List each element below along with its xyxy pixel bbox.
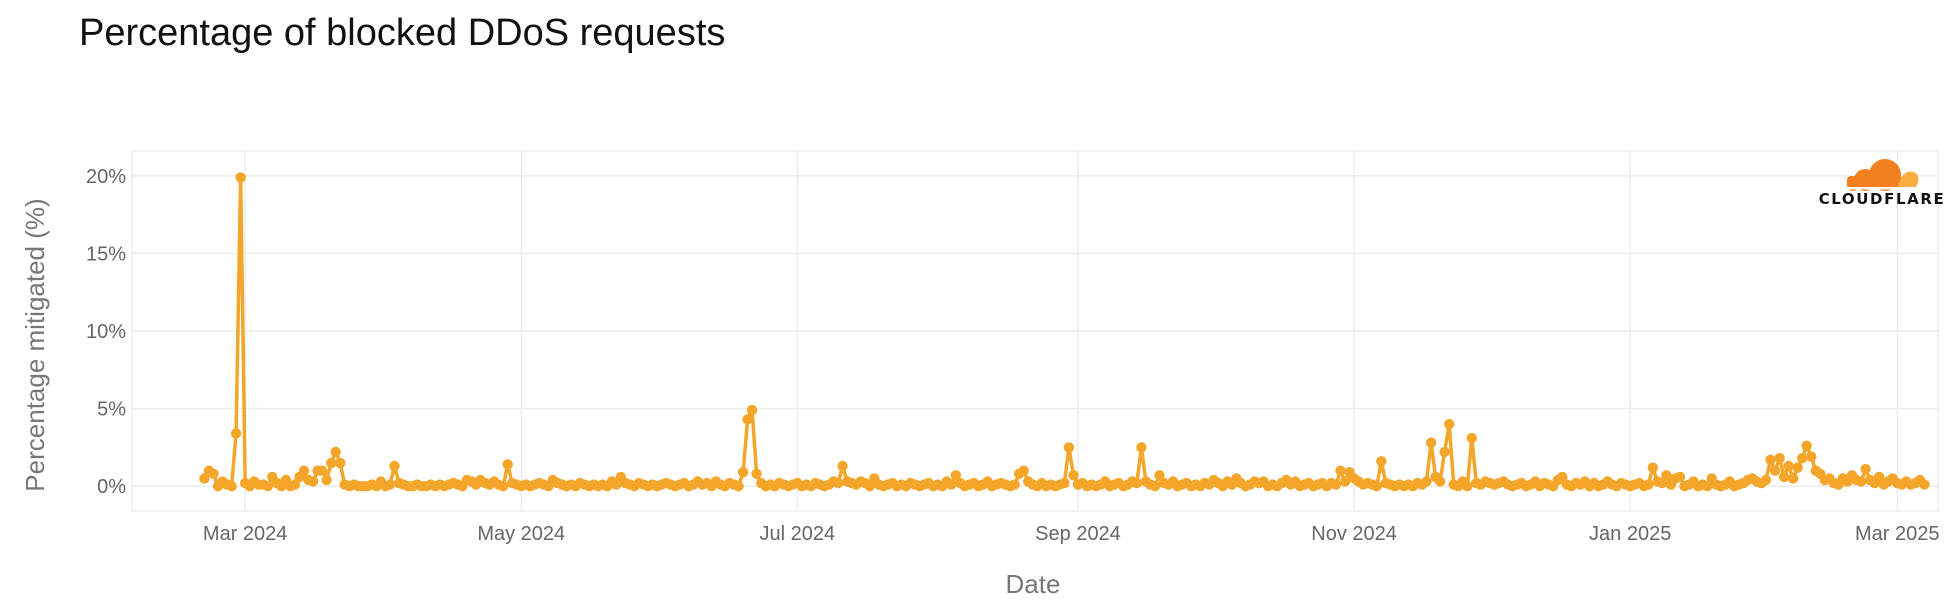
x-axis: Mar 2024 May 2024 Jul 2024 Sep 2024 Nov 2024… [203, 523, 1940, 545]
data-point [1421, 476, 1432, 487]
data-point [1647, 462, 1659, 473]
data-point [1557, 471, 1568, 483]
data-point [321, 474, 332, 486]
data-point [326, 457, 337, 469]
series-points [199, 172, 1930, 492]
data-point [1788, 473, 1799, 484]
data-point [330, 446, 341, 458]
data-point [1778, 471, 1790, 483]
data-point [1009, 479, 1020, 490]
data-point [746, 404, 758, 416]
data-point [1643, 479, 1654, 490]
cloudflare-logo: CLOUDFLARE [1819, 159, 1946, 208]
y-tick-label: 0% [97, 476, 126, 498]
data-point [1462, 481, 1473, 492]
data-point [1783, 460, 1794, 472]
data-point [733, 481, 744, 492]
data-point [230, 428, 242, 439]
data-point [1330, 479, 1342, 490]
data-point [1376, 456, 1387, 467]
data-point [742, 414, 753, 425]
data-point [1760, 474, 1772, 486]
cloudflare-cloud-icon [1842, 159, 1922, 191]
data-point [1874, 471, 1885, 483]
data-point [832, 477, 844, 489]
data-point [950, 470, 961, 481]
x-tick-label: May 2024 [477, 523, 565, 545]
cloudflare-wordmark: CLOUDFLARE [1819, 190, 1946, 208]
data-point [307, 476, 319, 487]
data-point [837, 460, 848, 472]
data-point [864, 481, 875, 492]
data-point [262, 481, 273, 492]
data-point [502, 459, 513, 470]
data-point [235, 172, 246, 183]
data-point [316, 465, 328, 476]
x-tick-label: Jan 2025 [1589, 523, 1671, 545]
data-point [1339, 476, 1351, 487]
y-axis: 0% 5% 10% 15% 20% [86, 166, 126, 498]
data-point [1860, 463, 1871, 475]
x-tick-label: Sep 2024 [1035, 523, 1121, 545]
data-point [389, 460, 400, 472]
grid [132, 151, 1938, 511]
data-point [298, 465, 310, 476]
chart-title: Percentage of blocked DDoS requests [79, 12, 726, 54]
data-point [946, 479, 957, 490]
data-point [751, 468, 762, 479]
x-tick-label: Jul 2024 [760, 523, 836, 545]
data-point [226, 481, 237, 492]
data-point [1774, 453, 1785, 464]
data-point [1466, 432, 1478, 444]
data-point [1661, 470, 1672, 481]
data-point [1656, 477, 1668, 489]
data-point [289, 479, 301, 490]
data-point [1702, 481, 1713, 492]
data-point [1765, 454, 1776, 465]
x-tick-label: Mar 2024 [203, 523, 288, 545]
data-point [1131, 477, 1143, 489]
data-point [1769, 465, 1781, 476]
data-point [1425, 437, 1437, 448]
y-tick-label: 15% [86, 243, 126, 265]
data-point [1919, 479, 1930, 490]
y-tick-label: 20% [86, 166, 126, 188]
data-point [1149, 481, 1161, 492]
data-point [1063, 442, 1075, 453]
data-point [335, 457, 346, 469]
data-point [1444, 418, 1455, 430]
data-point [1335, 465, 1346, 476]
data-point [1801, 440, 1812, 451]
y-tick-label: 10% [86, 321, 126, 343]
y-tick-label: 5% [97, 399, 126, 421]
y-axis-title: Percentage mitigated (%) [20, 198, 50, 491]
data-point [1059, 477, 1070, 489]
data-point [1439, 446, 1450, 458]
data-point [1136, 442, 1147, 453]
data-point [1371, 481, 1382, 492]
data-point [1792, 462, 1803, 473]
data-point [1797, 453, 1808, 464]
data-point [1068, 470, 1079, 481]
data-point [208, 468, 219, 479]
x-axis-title: Date [1006, 569, 1061, 599]
data-point [1674, 471, 1686, 483]
data-point [611, 479, 622, 490]
data-point [498, 481, 509, 492]
data-point [1434, 476, 1446, 487]
data-point [1018, 465, 1029, 476]
data-point [1806, 451, 1817, 462]
data-point [737, 467, 749, 478]
x-tick-label: Mar 2025 [1855, 523, 1940, 545]
data-point [1154, 470, 1165, 481]
data-point [199, 473, 210, 484]
data-point [1855, 476, 1867, 487]
x-tick-label: Nov 2024 [1311, 523, 1397, 545]
data-point [384, 479, 396, 490]
